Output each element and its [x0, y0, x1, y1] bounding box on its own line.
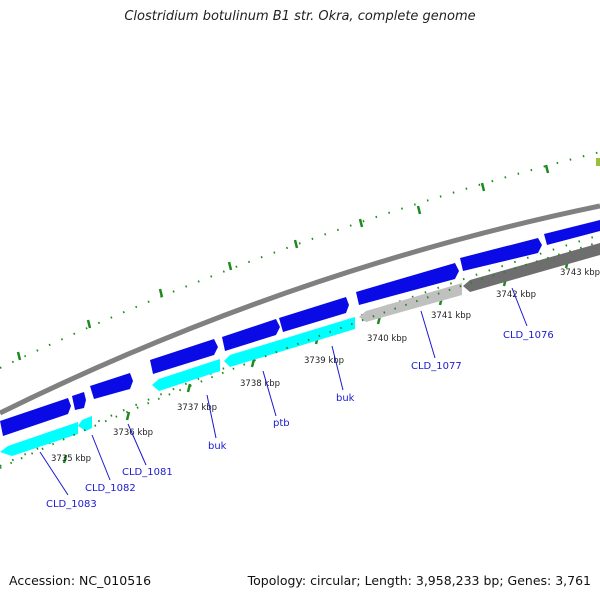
kbp-label: 3742 kbp	[496, 290, 536, 300]
gene-labels: CLD_1083 CLD_1082 CLD_1081 buk ptb buk C…	[46, 330, 554, 510]
topology-text: Topology: circular; Length: 3,958,233 bp…	[247, 573, 591, 588]
gene-arrow	[72, 392, 86, 410]
forward-genes	[0, 220, 600, 436]
gene-arrow	[279, 297, 349, 332]
kbp-label: 3740 kbp	[367, 334, 407, 344]
gene-arrow	[0, 398, 71, 436]
gene-label: CLD_1082	[85, 483, 136, 494]
kbp-label: 3737 kbp	[177, 403, 217, 413]
gene-label: CLD_1081	[122, 467, 173, 478]
gene-arrow	[0, 422, 78, 456]
gene-arrow	[78, 416, 92, 431]
reverse-genes	[0, 243, 600, 456]
kbp-label: 3738 kbp	[240, 379, 280, 389]
kbp-label: 3743 kbp	[560, 268, 600, 278]
map-title: Clostridium botulinum B1 str. Okra, comp…	[124, 9, 476, 24]
gene-label: CLD_1076	[503, 330, 554, 341]
gene-label: CLD_1077	[411, 361, 462, 372]
gene-label: ptb	[273, 418, 290, 429]
gene-arrow	[463, 243, 600, 292]
gene-arrow	[222, 319, 280, 351]
gene-leader-lines	[39, 287, 528, 496]
kbp-labels: 3735 kbp 3736 kbp 3737 kbp 3738 kbp 3739…	[51, 268, 600, 464]
gene-label: buk	[208, 441, 227, 452]
gene-arrow	[224, 317, 355, 367]
gene-arrow	[90, 373, 133, 399]
kbp-label: 3736 kbp	[113, 428, 153, 438]
genome-backbone	[0, 203, 600, 416]
edge-marker	[596, 158, 600, 166]
gene-arrow	[356, 263, 459, 305]
gene-arrow	[460, 238, 542, 271]
gene-arrow	[152, 359, 220, 391]
gene-arrow	[150, 339, 218, 374]
kbp-label: 3735 kbp	[51, 454, 91, 464]
gene-arrow	[544, 220, 600, 245]
gene-label: CLD_1083	[46, 499, 97, 510]
kbp-label: 3741 kbp	[431, 311, 471, 321]
accession-text: Accession: NC_010516	[9, 573, 152, 588]
kbp-label: 3739 kbp	[304, 356, 344, 366]
gene-label: buk	[336, 393, 355, 404]
